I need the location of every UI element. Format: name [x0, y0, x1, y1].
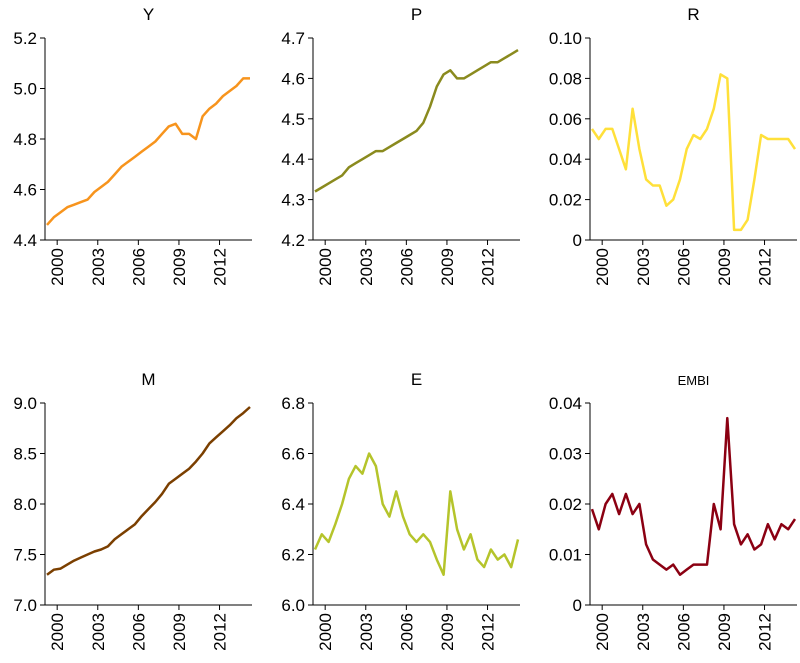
y-tick-label: 8.0 [13, 495, 37, 514]
x-tick-label: 2006 [129, 248, 148, 286]
x-tick-label: 2006 [397, 613, 416, 651]
data-line [313, 452, 520, 576]
y-tick-label: 4.3 [281, 191, 305, 210]
data-line [46, 77, 250, 226]
x-tick-label: 2009 [170, 613, 189, 651]
x-tick-label: 2000 [48, 613, 67, 651]
x-tick-label: 2009 [438, 248, 457, 286]
x-tick-label: 2000 [316, 248, 335, 286]
y-tick-label: 4.6 [13, 181, 37, 200]
x-tick-label: 2003 [634, 613, 653, 651]
x-tick-label: 2012 [479, 613, 498, 651]
x-tick-label: 2006 [129, 613, 148, 651]
panel: E 6.0 6.2 6.4 6.6 6.8 2000 2003 2006 2009 2012 [281, 370, 520, 651]
x-tick-label: 2009 [715, 613, 734, 651]
y-tick-label: 7.0 [13, 596, 37, 615]
data-line [46, 406, 251, 576]
x-tick-label: 2012 [756, 248, 775, 286]
data-line [590, 416, 797, 576]
x-tick-label: 2000 [593, 613, 612, 651]
x-tick-label: 2006 [674, 613, 693, 651]
y-tick-label: 0.06 [549, 110, 582, 129]
x-tick-label: 2012 [756, 613, 775, 651]
x-tick-label: 2003 [634, 248, 653, 286]
x-tick-label: 2000 [48, 248, 67, 286]
y-tick-label: 6.8 [281, 394, 305, 413]
y-tick-label: 0.03 [549, 445, 582, 464]
panel-title: R [687, 5, 699, 24]
data-line [590, 73, 797, 232]
x-tick-label: 2003 [357, 613, 376, 651]
panel: M 7.0 7.5 8.0 8.5 9.0 2000 2003 2006 2009 2012 [13, 370, 252, 651]
panel: Y 4.4 4.6 4.8 5.0 5.2 2000 2003 2006 2009 2012 [13, 5, 252, 286]
y-tick-label: 6.0 [281, 596, 305, 615]
y-tick-label: 4.4 [281, 150, 305, 169]
panel: P 4.2 4.3 4.4 4.5 4.6 4.7 2000 2003 2006 2009 2012 [281, 5, 520, 286]
y-tick-label: 8.5 [13, 445, 37, 464]
x-tick-label: 2003 [89, 248, 108, 286]
y-tick-label: 5.0 [13, 80, 37, 99]
y-tick-label: 5.2 [13, 29, 37, 48]
y-tick-label: 0 [573, 231, 582, 250]
panel: EMBI 0 0.01 0.02 0.03 0.04 2000 2003 2006 2009 201… [549, 373, 797, 651]
y-tick-label: 0.10 [549, 29, 582, 48]
panel-title: P [411, 5, 422, 24]
y-tick-label: 0.04 [549, 150, 582, 169]
y-tick-label: 6.6 [281, 445, 305, 464]
x-tick-label: 2009 [170, 248, 189, 286]
y-tick-label: 0.02 [549, 191, 582, 210]
y-tick-label: 4.2 [281, 231, 305, 250]
panel-title: M [141, 370, 155, 389]
x-tick-label: 2006 [674, 248, 693, 286]
x-tick-label: 2003 [89, 613, 108, 651]
y-tick-label: 0.04 [549, 394, 582, 413]
panel-title: E [411, 370, 422, 389]
x-tick-label: 2009 [438, 613, 457, 651]
x-tick-label: 2009 [715, 248, 734, 286]
y-tick-label: 4.8 [13, 130, 37, 149]
y-tick-label: 0.02 [549, 495, 582, 514]
y-tick-label: 7.5 [13, 546, 37, 565]
y-tick-label: 6.2 [281, 546, 305, 565]
y-tick-label: 6.4 [281, 495, 305, 514]
panel: R 0 0.02 0.04 0.06 0.08 0.10 2000 2003 2006 2009 20… [549, 5, 797, 286]
y-tick-label: 9.0 [13, 394, 37, 413]
x-tick-label: 2000 [593, 248, 612, 286]
panel-title: Y [143, 5, 154, 24]
x-tick-label: 2012 [211, 248, 230, 286]
panel-title: EMBI [678, 373, 710, 388]
x-tick-label: 2006 [397, 248, 416, 286]
x-tick-label: 2012 [211, 613, 230, 651]
y-tick-label: 0.08 [549, 69, 582, 88]
y-tick-label: 0 [573, 596, 582, 615]
y-tick-label: 0.01 [549, 546, 582, 565]
y-tick-label: 4.4 [13, 231, 37, 250]
x-tick-label: 2000 [316, 613, 335, 651]
y-tick-label: 4.6 [281, 69, 305, 88]
x-tick-label: 2003 [357, 248, 376, 286]
y-tick-label: 4.7 [281, 29, 305, 48]
data-line [314, 49, 519, 193]
y-tick-label: 4.5 [281, 110, 305, 129]
x-tick-label: 2012 [479, 248, 498, 286]
